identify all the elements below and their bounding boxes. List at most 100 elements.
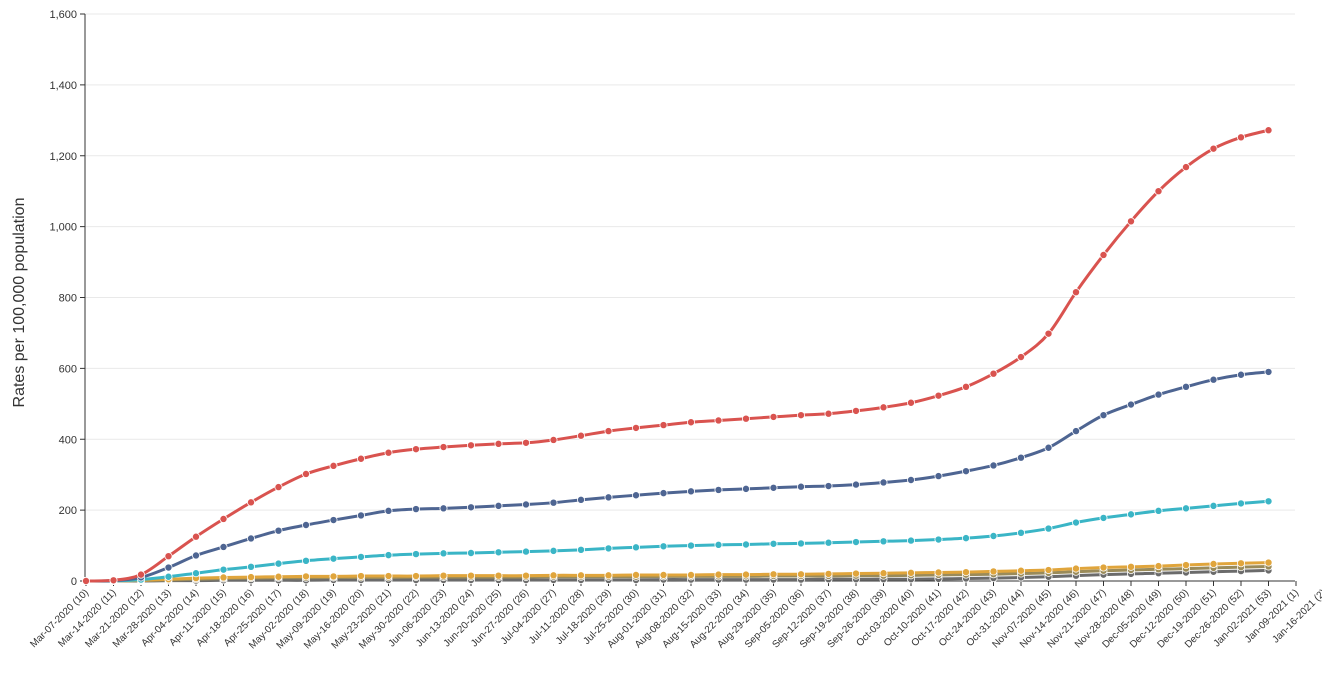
data-point[interactable] (604, 571, 613, 580)
data-point[interactable] (687, 541, 696, 550)
data-point[interactable] (494, 548, 503, 557)
data-point[interactable] (687, 487, 696, 496)
data-point[interactable] (329, 572, 338, 581)
data-point[interactable] (659, 542, 668, 551)
data-point[interactable] (274, 572, 283, 581)
data-point[interactable] (797, 482, 806, 491)
data-point[interactable] (742, 570, 751, 579)
data-point[interactable] (1044, 566, 1053, 575)
data-point[interactable] (549, 498, 558, 507)
data-point[interactable] (411, 550, 420, 559)
data-point[interactable] (246, 573, 255, 582)
data-point[interactable] (714, 485, 723, 494)
data-point[interactable] (659, 570, 668, 579)
data-point[interactable] (1127, 400, 1136, 409)
data-point[interactable] (604, 493, 613, 502)
data-point[interactable] (246, 498, 255, 507)
data-point[interactable] (604, 427, 613, 436)
data-point[interactable] (1017, 566, 1026, 575)
data-point[interactable] (301, 572, 310, 581)
data-point[interactable] (962, 467, 971, 476)
data-point[interactable] (549, 435, 558, 444)
data-point[interactable] (989, 461, 998, 470)
data-point[interactable] (797, 539, 806, 548)
data-point[interactable] (301, 521, 310, 530)
data-point[interactable] (384, 506, 393, 515)
data-point[interactable] (466, 503, 475, 512)
data-point[interactable] (329, 554, 338, 563)
data-point[interactable] (164, 572, 173, 581)
data-point[interactable] (769, 412, 778, 421)
data-point[interactable] (934, 568, 943, 577)
data-point[interactable] (356, 552, 365, 561)
data-point[interactable] (1044, 524, 1053, 533)
data-point[interactable] (934, 472, 943, 481)
data-point[interactable] (1237, 499, 1246, 508)
data-point[interactable] (577, 545, 586, 554)
data-point[interactable] (1209, 501, 1218, 510)
data-point[interactable] (494, 501, 503, 510)
data-point[interactable] (219, 565, 228, 574)
data-point[interactable] (604, 544, 613, 553)
data-point[interactable] (1127, 562, 1136, 571)
data-point[interactable] (1237, 370, 1246, 379)
data-point[interactable] (411, 572, 420, 581)
data-point[interactable] (356, 511, 365, 520)
data-point[interactable] (1127, 217, 1136, 226)
data-point[interactable] (962, 534, 971, 543)
data-point[interactable] (989, 531, 998, 540)
data-point[interactable] (191, 532, 200, 541)
data-point[interactable] (769, 483, 778, 492)
data-point[interactable] (219, 542, 228, 551)
data-point[interactable] (714, 570, 723, 579)
data-point[interactable] (1209, 375, 1218, 384)
data-point[interactable] (714, 416, 723, 425)
data-point[interactable] (1072, 518, 1081, 527)
data-point[interactable] (879, 478, 888, 487)
data-point[interactable] (1182, 163, 1191, 172)
data-point[interactable] (797, 411, 806, 420)
data-point[interactable] (769, 570, 778, 579)
data-point[interactable] (1264, 367, 1273, 376)
data-point[interactable] (577, 571, 586, 580)
data-point[interactable] (1154, 390, 1163, 399)
data-point[interactable] (934, 535, 943, 544)
data-point[interactable] (246, 534, 255, 543)
data-point[interactable] (1209, 144, 1218, 153)
data-point[interactable] (329, 516, 338, 525)
data-point[interactable] (824, 538, 833, 547)
data-point[interactable] (714, 540, 723, 549)
data-point[interactable] (136, 570, 145, 579)
data-point[interactable] (522, 571, 531, 580)
data-point[interactable] (522, 438, 531, 447)
data-point[interactable] (907, 398, 916, 407)
data-point[interactable] (1099, 513, 1108, 522)
data-point[interactable] (632, 491, 641, 500)
data-point[interactable] (1099, 250, 1108, 259)
data-point[interactable] (549, 546, 558, 555)
data-point[interactable] (742, 484, 751, 493)
data-point[interactable] (1237, 559, 1246, 568)
data-point[interactable] (1209, 559, 1218, 568)
data-point[interactable] (164, 552, 173, 561)
data-point[interactable] (301, 556, 310, 565)
data-point[interactable] (439, 549, 448, 558)
data-point[interactable] (384, 448, 393, 457)
data-point[interactable] (632, 570, 641, 579)
data-point[interactable] (1127, 510, 1136, 519)
data-point[interactable] (1017, 453, 1026, 462)
data-point[interactable] (852, 406, 861, 415)
data-point[interactable] (191, 569, 200, 578)
data-point[interactable] (549, 571, 558, 580)
data-point[interactable] (1072, 288, 1081, 297)
data-point[interactable] (164, 563, 173, 572)
data-point[interactable] (301, 469, 310, 478)
data-point[interactable] (1154, 562, 1163, 571)
data-point[interactable] (522, 500, 531, 509)
data-point[interactable] (82, 577, 91, 586)
data-point[interactable] (1182, 561, 1191, 570)
data-point[interactable] (907, 536, 916, 545)
data-point[interactable] (907, 476, 916, 485)
data-point[interactable] (989, 567, 998, 576)
data-point[interactable] (494, 571, 503, 580)
